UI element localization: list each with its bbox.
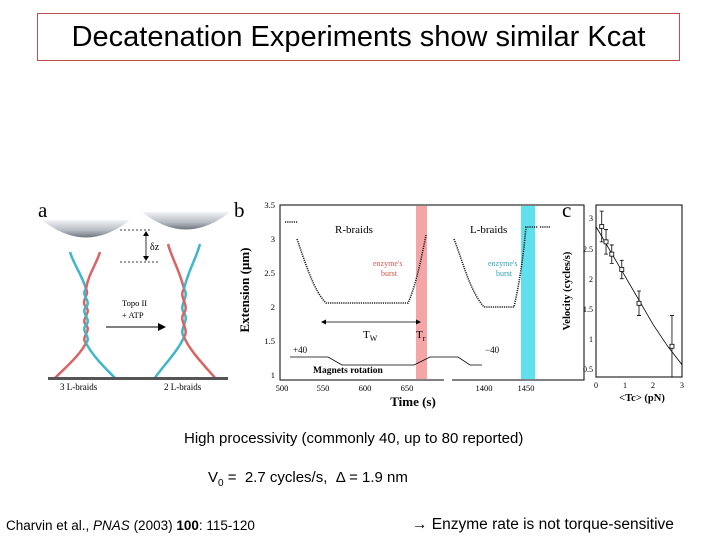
citation-pages: : 115-120 xyxy=(198,518,255,533)
burst-label-r: enzyme's xyxy=(373,259,402,268)
burst-label-r: burst xyxy=(381,269,398,278)
burst-label-l: enzyme's xyxy=(488,259,517,268)
xtick-b: 1400 xyxy=(476,383,493,393)
magnets-label: Magnets rotation xyxy=(313,366,383,376)
v-value: = 2.7 cycles/s, xyxy=(223,469,336,486)
ytick-c: 1.5 xyxy=(583,305,593,314)
xtick-c: 1 xyxy=(623,381,627,390)
slide-title-box: Decatenation Experiments show similar Kc… xyxy=(37,13,680,61)
xtick-c: 0 xyxy=(594,381,598,390)
ytick-b: 1.5 xyxy=(264,336,275,346)
v-symbol: V xyxy=(208,469,219,486)
left-bead xyxy=(42,220,130,238)
data-point xyxy=(619,267,625,272)
left-braid-label: 3 L-braids xyxy=(60,382,98,392)
data-point xyxy=(609,251,615,257)
panel-a-label: a xyxy=(38,198,48,222)
reaction-arrow xyxy=(158,323,166,331)
ytick-b: 2.5 xyxy=(264,268,275,278)
ylabel-b: Extension (μm) xyxy=(237,247,252,332)
panel-b: b Extension (μm) 3.5 3 2.5 2 1.5 1 500 5… xyxy=(234,198,585,409)
right-bead xyxy=(142,212,230,230)
plot-b-frame xyxy=(279,204,585,381)
plot-c-frame xyxy=(595,204,683,378)
ytick-b: 3 xyxy=(271,234,275,244)
xtick-b: 600 xyxy=(359,383,372,393)
ytick-c: 1 xyxy=(589,335,593,344)
atp-label: + ATP xyxy=(122,310,144,320)
xtick-c: 2 xyxy=(651,381,655,390)
arrow-icon: → xyxy=(412,516,428,533)
plus40-label: +40 xyxy=(293,345,308,355)
ytick-c: 2.5 xyxy=(583,245,593,254)
xlabel-b: Time (s) xyxy=(390,394,436,409)
dz-label: δz xyxy=(150,242,160,253)
data-point xyxy=(603,239,609,245)
ytick-c: 2 xyxy=(589,275,593,284)
left-braid xyxy=(53,251,117,380)
citation-volume: 100 xyxy=(176,518,199,533)
topo-label: Topo II xyxy=(122,298,147,308)
surface xyxy=(48,377,228,380)
figure: a δz Topo II + ATP xyxy=(38,198,684,409)
panel-c: c Velocity (cycles/s) 3 2.5 2 1.5 1 0.5 … xyxy=(562,198,684,404)
conclusion: → Enzyme rate is not torque-sensitive xyxy=(412,516,674,534)
panel-a: a δz Topo II + ATP xyxy=(38,198,230,392)
burst-cyan-band xyxy=(521,206,535,379)
data-point xyxy=(669,343,675,349)
citation: Charvin et al., PNAS (2003) 100: 115-120 xyxy=(6,518,255,533)
slide-title: Decatenation Experiments show similar Kc… xyxy=(71,20,646,53)
tr-label: Tr xyxy=(416,329,426,343)
ytick-b: 2 xyxy=(271,302,275,312)
burst-label-l: burst xyxy=(496,269,513,278)
trace-data xyxy=(285,221,550,308)
citation-authors: Charvin et al., xyxy=(6,518,94,533)
citation-journal: PNAS xyxy=(93,518,130,533)
ylabel-c: Velocity (cycles/s) xyxy=(562,251,573,330)
ytick-c: 3 xyxy=(589,214,593,223)
processivity-text: High processivity (commonly 40, up to 80… xyxy=(184,430,524,447)
right-braid xyxy=(152,243,217,380)
delta-value: = 1.9 nm xyxy=(344,469,408,486)
ytick-b: 1 xyxy=(271,370,275,380)
burst-red-band xyxy=(416,206,427,379)
xlabel-c: <Tc> (pN) xyxy=(619,393,665,404)
tw-label: TW xyxy=(363,329,378,343)
xtick-b: 1450 xyxy=(518,383,535,393)
panel-b-label: b xyxy=(234,198,245,222)
xtick-c: 3 xyxy=(680,381,684,390)
panel-c-label: c xyxy=(562,198,571,222)
delta-symbol: Δ xyxy=(335,469,345,486)
xtick-b: 500 xyxy=(276,383,289,393)
xtick-b: 650 xyxy=(401,383,414,393)
l-braids-label: L-braids xyxy=(470,224,507,236)
ytick-c: 0.5 xyxy=(583,365,593,374)
conclusion-text: Enzyme rate is not torque-sensitive xyxy=(427,516,674,533)
xtick-b: 550 xyxy=(317,383,330,393)
r-braids-label: R-braids xyxy=(335,224,373,236)
data-point xyxy=(599,224,605,229)
scatter-plot-c xyxy=(595,210,683,378)
ytick-b: 3.5 xyxy=(264,200,275,210)
right-braid-label: 2 L-braids xyxy=(164,382,202,392)
kinetics-text: V0 = 2.7 cycles/s, Δ = 1.9 nm xyxy=(208,469,408,489)
v-subscript: 0 xyxy=(218,478,224,489)
data-point xyxy=(636,300,642,306)
axis-break xyxy=(444,371,452,385)
minus40-label: −40 xyxy=(485,345,500,355)
citation-year: (2003) xyxy=(129,518,177,533)
